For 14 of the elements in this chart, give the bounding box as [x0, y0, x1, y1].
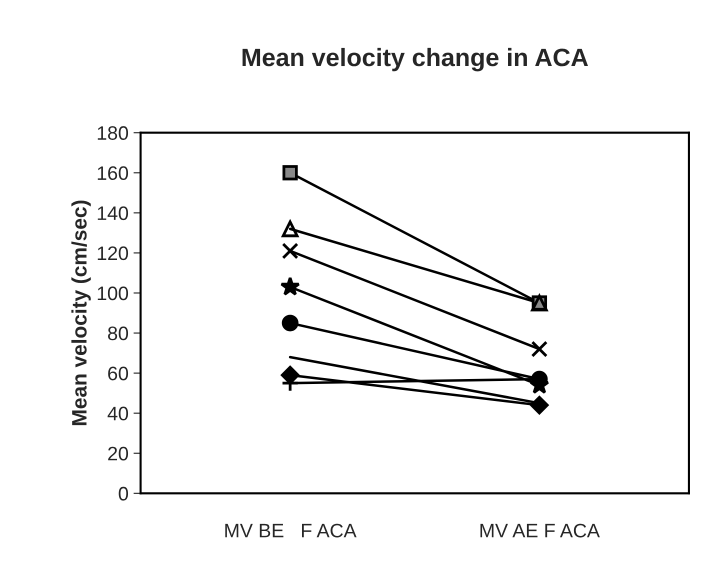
y-axis-title: Mean velocity (cm/sec)	[71, 200, 91, 426]
x-tick-label: MV AE F ACA	[480, 524, 600, 538]
x-tick-label: MV BE F ACA	[225, 524, 357, 538]
y-tick-label: 20	[108, 446, 128, 461]
y-tick-label: 60	[108, 366, 128, 380]
y-tick-label: 160	[98, 166, 128, 180]
y-tick-label: 120	[98, 246, 128, 260]
y-tick-label: 40	[108, 406, 128, 420]
chart-title: Mean velocity change in ACA	[242, 48, 588, 72]
y-tick-label: 140	[98, 206, 128, 220]
y-tick-label: 80	[108, 326, 128, 340]
y-tick-label: 0	[118, 486, 128, 501]
y-tick-label: 100	[98, 286, 128, 300]
y-tick-label: 180	[98, 126, 128, 140]
